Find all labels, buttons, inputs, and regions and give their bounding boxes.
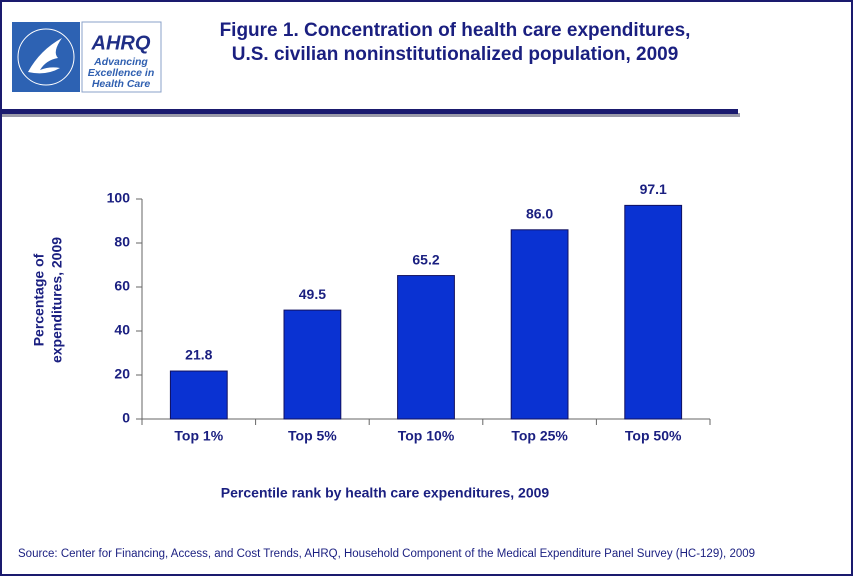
y-tick-label: 20 <box>114 366 130 382</box>
ahrq-tagline: Advancing <box>93 56 148 68</box>
x-tick-label: Top 50% <box>625 428 682 444</box>
value-label: 49.5 <box>299 286 326 302</box>
value-label: 86.0 <box>526 206 553 222</box>
header-rule-shadow <box>2 113 740 117</box>
eagle <box>28 38 62 74</box>
x-tick-label: Top 1% <box>174 428 223 444</box>
seal-ring <box>17 28 75 86</box>
chart-title: Figure 1. Concentration of health care e… <box>220 20 691 41</box>
x-tick-label: Top 10% <box>398 428 455 444</box>
y-axis-label: expenditures, 2009 <box>49 237 65 363</box>
ahrq-tagline: Health Care <box>92 78 151 90</box>
bar <box>397 275 455 420</box>
y-axis-label: Percentage of <box>31 253 47 346</box>
bar <box>283 309 342 420</box>
x-tick-label: Top 25% <box>511 428 568 444</box>
x-tick-label: Top 5% <box>288 428 337 444</box>
x-axis-label: Percentile rank by health care expenditu… <box>221 485 550 501</box>
source-note: Source: Center for Financing, Access, an… <box>18 548 755 560</box>
hhs-logo <box>12 22 80 92</box>
ahrq-box <box>81 21 162 93</box>
bar <box>510 229 569 420</box>
y-tick-label: 100 <box>107 190 131 206</box>
bar <box>624 204 683 420</box>
value-label: 65.2 <box>412 251 439 267</box>
y-tick-label: 40 <box>114 322 130 338</box>
ahrq-name: AHRQ <box>91 32 151 54</box>
y-tick-label: 0 <box>122 410 130 426</box>
chart-title: U.S. civilian noninstitutionalized popul… <box>232 44 679 65</box>
ahrq-tagline: Excellence in <box>88 67 155 79</box>
ahrq-logo: AHRQ Advancing Excellence in Health Care <box>81 21 162 93</box>
y-tick-label: 60 <box>114 278 130 294</box>
y-tick-label: 80 <box>114 234 130 250</box>
value-label: 21.8 <box>185 347 212 363</box>
value-label: 97.1 <box>640 181 667 197</box>
header-rule <box>0 109 738 114</box>
bar <box>169 370 228 420</box>
